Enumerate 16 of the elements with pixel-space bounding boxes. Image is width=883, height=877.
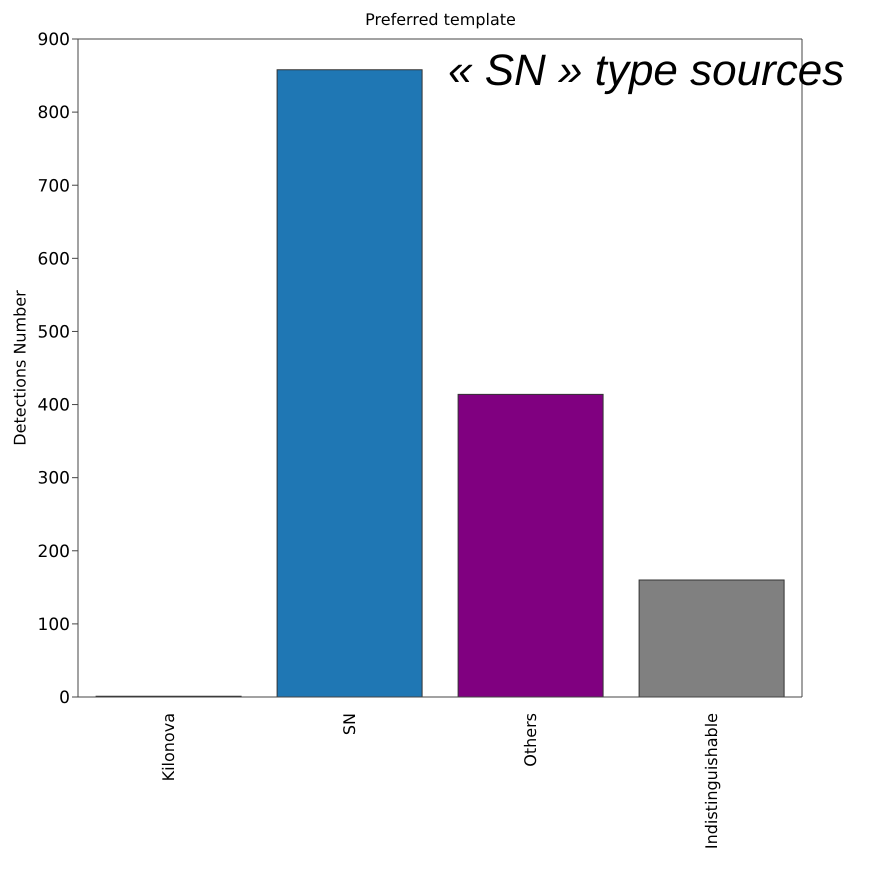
x-tick-label: SN <box>340 713 359 736</box>
y-axis-title: Detections Number <box>10 290 30 446</box>
chart-title: Preferred template <box>364 10 517 29</box>
y-tick-label: 700 <box>38 176 70 196</box>
y-tick-label: 100 <box>38 614 70 635</box>
x-tick-label: Others <box>521 713 540 767</box>
x-tick-label: Kilonova <box>159 713 178 782</box>
y-tick-label: 400 <box>38 396 70 416</box>
y-tick-label: 300 <box>38 468 70 489</box>
y-tick-label: 900 <box>38 30 70 50</box>
x-tick-label: Indistinguishable <box>702 713 721 850</box>
y-tick-label: 600 <box>38 249 70 270</box>
y-tick-label: 0 <box>59 688 70 708</box>
y-tick-label: 200 <box>38 542 70 562</box>
y-tick-label: 800 <box>38 103 70 124</box>
y-tick-label: 500 <box>38 322 70 342</box>
